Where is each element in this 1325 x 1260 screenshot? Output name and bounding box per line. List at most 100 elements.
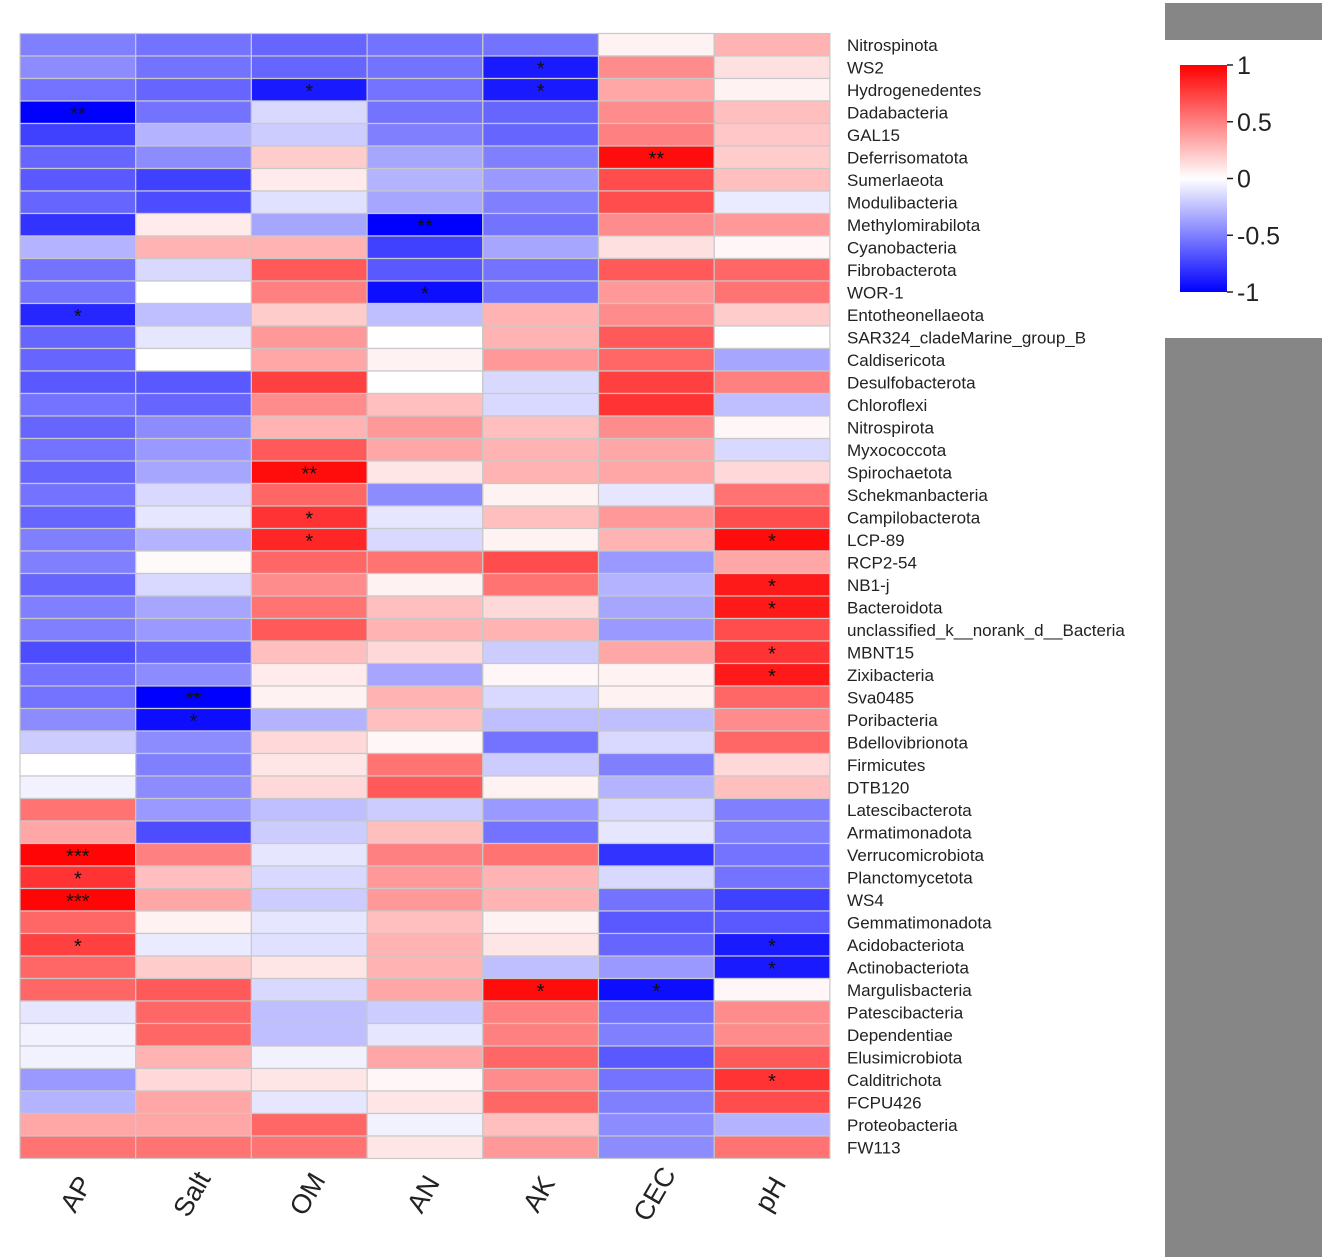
heatmap-cell (135, 842, 252, 867)
heatmap-cell (250, 955, 368, 980)
heatmap-cell (135, 280, 252, 305)
heatmap-cell (19, 775, 137, 800)
row-label: NB1-j (847, 576, 890, 595)
heatmap-cell (250, 190, 368, 215)
heatmap-cell (19, 1022, 137, 1047)
heatmap-cell (135, 910, 252, 935)
heatmap-cell (713, 1112, 831, 1137)
column-label: CEC (627, 1162, 681, 1226)
heatmap-cell (713, 1090, 831, 1115)
heatmap-cell (482, 1045, 600, 1070)
heatmap-cell (135, 460, 252, 485)
heatmap-cell (366, 77, 484, 102)
heatmap-cell (713, 685, 831, 710)
heatmap-cell (597, 460, 715, 485)
heatmap-cell (366, 1090, 484, 1115)
heatmap-cell (713, 55, 831, 80)
row-label: WOR-1 (847, 283, 904, 302)
significance-mark: ** (186, 688, 202, 710)
row-label: WS2 (847, 58, 884, 77)
heatmap-cell (250, 1000, 368, 1025)
heatmap-cell (482, 100, 600, 125)
heatmap-cell (713, 842, 831, 867)
heatmap-cell (135, 932, 252, 957)
heatmap-cell (19, 392, 137, 417)
heatmap-cell (19, 257, 137, 282)
significance-mark: * (768, 576, 776, 598)
heatmap-cell (250, 437, 368, 462)
significance-mark: ** (417, 216, 433, 238)
heatmap-cell (597, 707, 715, 732)
colorbar: 1 0.5 0 -0.5 -1 (1180, 52, 1280, 307)
heatmap-cell (597, 370, 715, 395)
heatmap-cell (597, 1090, 715, 1115)
heatmap-cell (713, 707, 831, 732)
colorbar-tick-label: -0.5 (1237, 222, 1280, 250)
row-label: Spirochaetota (847, 463, 952, 482)
heatmap-cell (19, 730, 137, 755)
heatmap-cell (597, 820, 715, 845)
heatmap-cell (597, 887, 715, 912)
heatmap-cell (135, 887, 252, 912)
heatmap-cell (713, 370, 831, 395)
heatmap-cell (713, 392, 831, 417)
heatmap-cell (19, 235, 137, 260)
significance-mark: * (768, 643, 776, 665)
heatmap-cell (250, 550, 368, 575)
heatmap-cell (366, 235, 484, 260)
row-label: Planctomycetota (847, 868, 973, 887)
heatmap-cell (713, 775, 831, 800)
column-label: AK (517, 1171, 561, 1217)
heatmap-cell (19, 1090, 137, 1115)
heatmap-cell (482, 617, 600, 642)
heatmap-cell (135, 370, 252, 395)
heatmap-cell (597, 392, 715, 417)
heatmap-cell (19, 460, 137, 485)
heatmap-cell (19, 595, 137, 620)
heatmap-cell (597, 212, 715, 237)
row-label: Schekmanbacteria (847, 486, 988, 505)
heatmap-cell (482, 1135, 600, 1160)
heatmap-cell (19, 1045, 137, 1070)
heatmap-cell (250, 347, 368, 372)
heatmap-cell (135, 212, 252, 237)
heatmap-cell (366, 347, 484, 372)
heatmap-cell (19, 370, 137, 395)
colorbar-tick-label: 0.5 (1237, 109, 1272, 137)
heatmap-cell (366, 1067, 484, 1092)
significance-mark: ** (301, 463, 317, 485)
heatmap-cell (482, 167, 600, 192)
column-label: pH (749, 1172, 792, 1217)
heatmap-cell (482, 370, 600, 395)
heatmap-cell (713, 257, 831, 282)
row-label: FCPU426 (847, 1093, 922, 1112)
row-label: Armatimonadota (847, 823, 972, 842)
heatmap-cell (597, 77, 715, 102)
heatmap-cell (135, 1022, 252, 1047)
row-label: Dependentiae (847, 1026, 953, 1045)
heatmap-cell (597, 1112, 715, 1137)
heatmap-cell (250, 325, 368, 350)
heatmap-cell (713, 1022, 831, 1047)
row-label: Poribacteria (847, 711, 938, 730)
row-label: Bdellovibrionota (847, 733, 969, 752)
heatmap-cell (366, 257, 484, 282)
row-label: Sumerlaeota (847, 171, 944, 190)
heatmap-cell (19, 145, 137, 170)
heatmap-cell (135, 325, 252, 350)
heatmap-cell (482, 32, 600, 57)
row-label: Actinobacteriota (847, 958, 969, 977)
significance-mark: * (74, 306, 82, 328)
heatmap-cell (597, 55, 715, 80)
heatmap-cell (366, 730, 484, 755)
row-label: Patescibacteria (847, 1003, 964, 1022)
row-label: Chloroflexi (847, 396, 927, 415)
heatmap-cell (19, 617, 137, 642)
heatmap-cell (135, 752, 252, 777)
heatmap-cell (250, 775, 368, 800)
row-label: Zixibacteria (847, 666, 934, 685)
heatmap-cell (19, 437, 137, 462)
heatmap-cell (135, 1090, 252, 1115)
heatmap-cell (135, 122, 252, 147)
